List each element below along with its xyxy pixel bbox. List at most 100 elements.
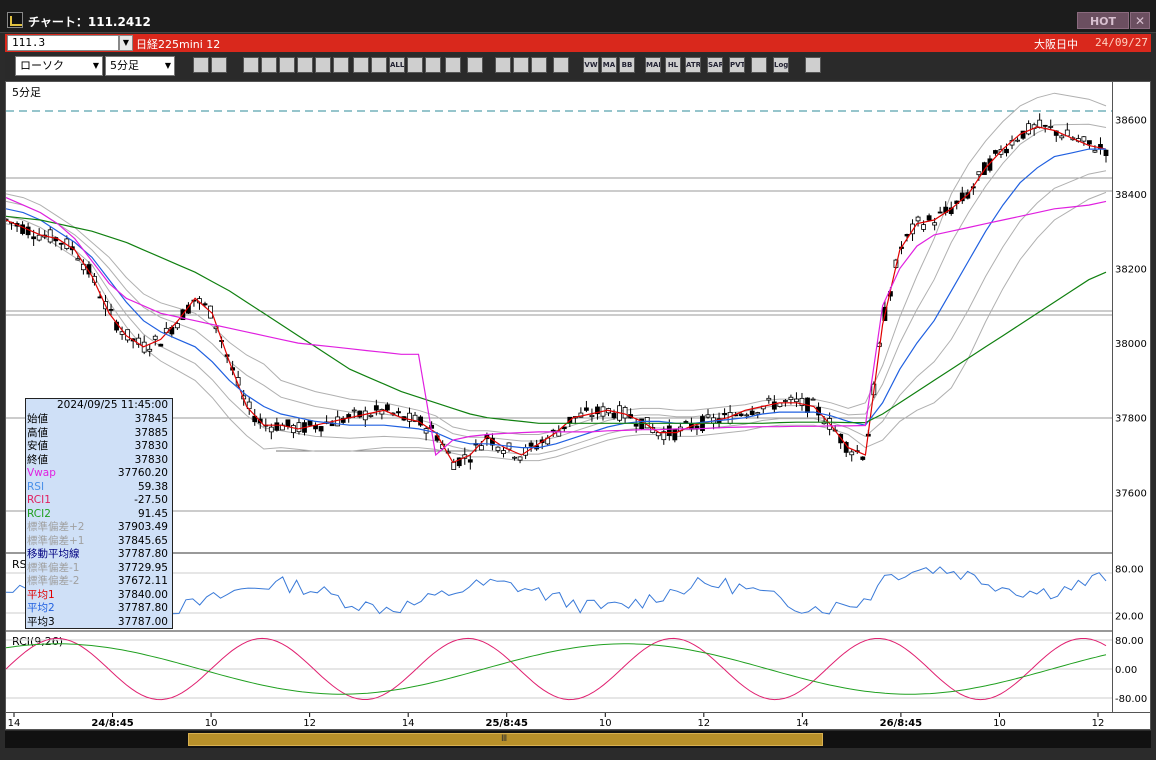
title-bar: チャート：111.2412 HOT ✕: [0, 0, 1156, 33]
time-tick-label: 12: [1092, 718, 1105, 729]
hot-button[interactable]: HOT: [1077, 12, 1129, 29]
zoom-icon[interactable]: [193, 57, 209, 73]
candle: [396, 407, 401, 417]
rci-tick-label: 80.00: [1115, 636, 1144, 647]
hl-icon[interactable]: HL: [665, 57, 681, 73]
symbol-name: 日経225mini 12: [136, 38, 221, 51]
data-window-key: 平均3: [27, 615, 55, 628]
brush-icon[interactable]: [531, 57, 547, 73]
candle-b-icon[interactable]: [371, 57, 387, 73]
bb-icon[interactable]: BB: [619, 57, 635, 73]
rci-lines: [5, 637, 1107, 701]
plus-minus-icon[interactable]: [467, 57, 483, 73]
time-tick-label: 24/8:45: [91, 718, 133, 729]
data-window-value: 59.38: [137, 480, 168, 493]
settings-icon[interactable]: [513, 57, 529, 73]
print-icon[interactable]: [315, 57, 331, 73]
data-window-key: 平均1: [27, 588, 55, 601]
data-window-value: 91.45: [137, 507, 168, 520]
data-window-value: 37830: [134, 440, 168, 452]
candle: [738, 412, 744, 417]
price-tick-label: 38400: [1115, 190, 1147, 201]
search-chart-icon[interactable]: [425, 57, 441, 73]
time-axis[interactable]: 14 24/8:45 10 12 14 25/8:45 10 12 14 26/8:45 10 12: [5, 713, 1151, 730]
symbol-dropdown-button[interactable]: ▼: [119, 35, 133, 51]
export-icon[interactable]: [805, 57, 821, 73]
app-chart-icon: [7, 12, 23, 28]
price-tick-label: 38200: [1115, 265, 1147, 276]
hand-icon[interactable]: [407, 57, 423, 73]
data-window-value: 37830: [134, 453, 168, 466]
ma-icon[interactable]: MA: [601, 57, 617, 73]
mae-icon[interactable]: MAE: [645, 57, 661, 73]
vwap-icon[interactable]: VW: [583, 57, 599, 73]
crosshair-icon[interactable]: [211, 57, 227, 73]
close-button[interactable]: ✕: [1130, 12, 1150, 29]
scrollbar-thumb[interactable]: Ⅲ: [188, 733, 823, 746]
rsi-series: [5, 566, 1107, 615]
data-window-key: RSI: [27, 480, 45, 493]
data-window-row: 標準偏差+2 37903.49: [26, 521, 172, 535]
price-axis[interactable]: 37600 37800 38000 38200 38400 38600 20.00 80.00…: [1113, 81, 1151, 713]
data-window-value: 37903.49: [117, 521, 168, 533]
candle: [810, 397, 816, 401]
time-tick-label: 10: [205, 718, 218, 729]
candle: [357, 410, 363, 419]
color-icon[interactable]: [553, 57, 569, 73]
candle: [1026, 120, 1032, 136]
candle: [501, 446, 506, 458]
candle: [291, 423, 296, 439]
candle: [20, 221, 25, 236]
candle: [213, 326, 219, 334]
candle: [268, 423, 274, 440]
window-icon[interactable]: [751, 57, 767, 73]
save-icon[interactable]: [333, 57, 349, 73]
pen-icon[interactable]: [243, 57, 259, 73]
main-panel-label: 5分足: [12, 86, 41, 99]
data-window-value: 37840.00: [117, 588, 168, 601]
data-window-value: 37845.65: [117, 534, 168, 547]
data-window-row: 平均1 37840.00: [26, 589, 172, 603]
chart-type-value: ローソク: [20, 59, 64, 72]
candle-a-icon[interactable]: [353, 57, 369, 73]
candle: [595, 404, 600, 420]
data-window-panel: 2024/09/25 11:45:00 始値 37845 高値 37885 安値 3783…: [25, 398, 173, 629]
candle: [152, 334, 158, 346]
cursor-icon[interactable]: [279, 57, 295, 73]
data-window-key: RCI1: [27, 494, 51, 506]
candle: [1059, 134, 1065, 141]
price-tick-label: 37600: [1115, 488, 1147, 499]
data-window-row: RCI2 91.45: [26, 508, 172, 522]
log-icon[interactable]: Log: [773, 57, 789, 73]
sar-icon[interactable]: SAR: [707, 57, 723, 73]
chart-type-select[interactable]: ローソク ▼: [15, 56, 103, 76]
all-icon[interactable]: ALL: [389, 57, 405, 73]
data-window-row: 平均3 37787.00: [26, 616, 172, 630]
candle: [589, 408, 595, 422]
atr-icon[interactable]: ATR: [685, 57, 701, 73]
window-title: チャート：111.2412: [28, 15, 151, 29]
chevron-down-icon: ▼: [164, 61, 171, 70]
candle: [1098, 137, 1103, 155]
candle: [633, 418, 639, 433]
equal-icon[interactable]: [445, 57, 461, 73]
interval-select[interactable]: 5分足 ▼: [105, 56, 175, 76]
time-scrollbar[interactable]: Ⅲ: [5, 731, 1151, 748]
chart-area[interactable]: 5分足 RS RCI(9,26): [3, 81, 1113, 713]
session-date: 24/09/27: [1095, 36, 1148, 49]
pvt-icon[interactable]: PVT: [729, 57, 745, 73]
candle: [805, 397, 810, 418]
candle: [672, 428, 678, 443]
arrow-icon[interactable]: [297, 57, 313, 73]
data-window-value: 37787.80: [117, 548, 168, 560]
grip-icon: Ⅲ: [501, 734, 508, 744]
blank-icon[interactable]: [495, 57, 511, 73]
data-window-row: 安値 37830: [26, 440, 172, 454]
data-window-row: 平均2 37787.80: [26, 602, 172, 616]
candle: [976, 171, 982, 181]
rci-panel-label: RCI(9,26): [12, 635, 63, 648]
candle: [141, 335, 147, 355]
chart-svg: 5分足 RS RCI(9,26): [3, 86, 1112, 701]
symbol-code-input[interactable]: 111.3: [7, 35, 119, 51]
trendline-icon[interactable]: [261, 57, 277, 73]
